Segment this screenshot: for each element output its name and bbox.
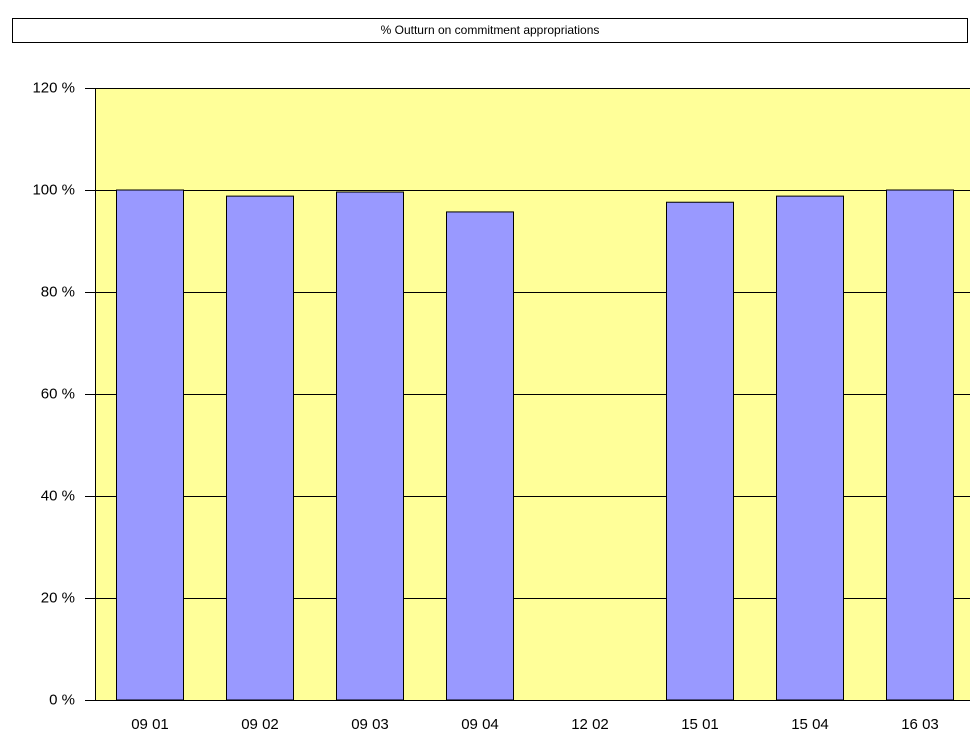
x-tick-label: 15 04 (791, 716, 829, 733)
y-tick-label: 80 % (41, 283, 75, 300)
x-tick-label: 12 02 (571, 716, 609, 733)
bar (116, 189, 184, 701)
x-tick-label: 09 01 (131, 716, 169, 733)
x-tick-label: 09 04 (461, 716, 499, 733)
chart-title: % Outturn on commitment appropriations (381, 23, 600, 37)
y-tick-label: 100 % (32, 181, 75, 198)
x-tick-label: 16 03 (901, 716, 939, 733)
y-tick-label: 60 % (41, 385, 75, 402)
x-tick-label: 09 03 (351, 716, 389, 733)
bar (666, 201, 734, 701)
bar (886, 189, 954, 701)
bar (446, 211, 514, 701)
y-tick-label: 40 % (41, 487, 75, 504)
x-tick-label: 09 02 (241, 716, 279, 733)
bar (776, 195, 844, 701)
title-box (12, 18, 968, 43)
x-tick-label: 15 01 (681, 716, 719, 733)
bar (226, 195, 294, 701)
y-tick-label: 20 % (41, 589, 75, 606)
y-tick-label: 0 % (49, 691, 75, 708)
y-tick-label: 120 % (32, 79, 75, 96)
bar (336, 191, 404, 701)
